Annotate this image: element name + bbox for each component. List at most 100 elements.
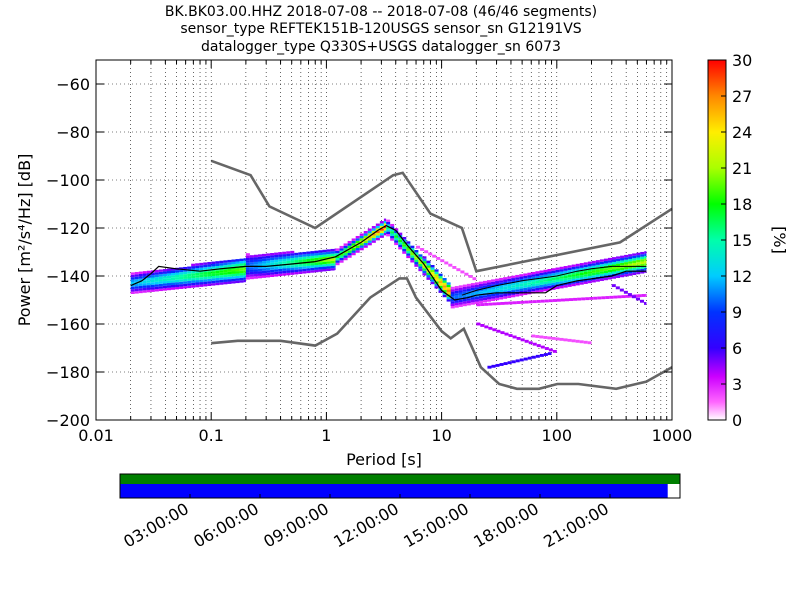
density-cell	[499, 297, 504, 300]
density-cell	[146, 277, 151, 281]
density-cell	[567, 272, 572, 275]
density-cell	[306, 263, 311, 266]
density-cell	[286, 256, 291, 259]
density-cell	[207, 278, 212, 282]
density-cell	[599, 264, 604, 267]
density-cell	[495, 278, 500, 282]
density-cell	[322, 256, 327, 260]
density-cell	[266, 275, 271, 278]
density-cell	[528, 341, 533, 345]
density-cell	[383, 218, 387, 221]
density-cell	[195, 268, 200, 271]
density-cell	[166, 287, 171, 291]
density-cell	[571, 271, 576, 275]
density-cell	[583, 281, 588, 284]
density-cell	[573, 297, 578, 301]
density-cell	[458, 290, 463, 293]
density-cell	[138, 273, 143, 277]
density-cell	[571, 276, 576, 279]
density-cell	[398, 239, 403, 243]
density-cell	[294, 255, 299, 258]
density-cell	[207, 283, 212, 287]
density-cell	[623, 290, 628, 294]
density-cell	[290, 258, 295, 261]
density-cell	[390, 235, 395, 239]
density-cell	[371, 238, 376, 241]
density-cell	[628, 266, 633, 269]
colorbar-tick-label: 18	[732, 195, 752, 214]
density-cell	[446, 291, 451, 295]
density-cell	[535, 290, 540, 293]
density-cell	[495, 363, 500, 367]
density-cell	[482, 297, 488, 301]
density-cell	[227, 274, 232, 277]
density-cell	[438, 276, 443, 279]
density-cell	[571, 283, 576, 287]
density-cell	[519, 358, 524, 362]
density-cell	[243, 258, 246, 261]
density-cell	[253, 273, 258, 277]
density-cell	[175, 279, 180, 283]
y-tick-label: −180	[46, 363, 90, 382]
density-cell	[363, 243, 368, 246]
y-axis-label: Power [m²/s⁴/Hz] [dB]	[15, 154, 34, 327]
density-cell	[587, 268, 592, 272]
density-cell	[175, 274, 180, 278]
density-cell	[162, 281, 167, 284]
density-cell	[595, 272, 600, 275]
density-cell	[314, 257, 319, 261]
density-cell	[612, 269, 617, 272]
density-cell	[492, 328, 497, 332]
density-cell	[624, 254, 629, 258]
density-cell	[162, 283, 167, 286]
density-cell	[499, 287, 504, 290]
density-cell	[231, 269, 236, 272]
density-cell	[551, 280, 556, 283]
density-cell	[474, 284, 479, 288]
density-cell	[491, 286, 496, 289]
colorbar-tick-label: 24	[732, 123, 752, 142]
density-cell	[371, 240, 376, 243]
density-cell	[563, 285, 568, 288]
title-line-3: datalogger_type Q330S+USGS datalogger_sn…	[201, 39, 561, 55]
density-cell	[278, 259, 283, 262]
density-cell	[474, 287, 479, 290]
density-cell	[487, 287, 492, 290]
density-cell	[339, 250, 344, 254]
density-cell	[375, 230, 380, 234]
density-cell	[547, 281, 552, 284]
density-cell	[191, 273, 196, 276]
density-cell	[466, 288, 471, 292]
y-tick-label: −200	[46, 411, 90, 430]
density-cell	[286, 270, 291, 273]
density-cell	[620, 270, 625, 273]
density-cell	[446, 296, 451, 300]
density-cell	[474, 299, 479, 302]
density-cell	[253, 254, 258, 258]
density-cell	[239, 275, 244, 278]
density-cell	[575, 339, 580, 343]
density-cell	[379, 221, 384, 224]
density-cell	[191, 275, 196, 279]
density-cell	[245, 270, 250, 273]
density-cell	[183, 281, 188, 284]
density-cell	[559, 276, 564, 279]
density-cell	[302, 259, 307, 262]
density-cell	[339, 260, 344, 263]
density-cell	[150, 279, 155, 283]
density-cell	[318, 252, 323, 256]
density-cell	[274, 252, 279, 255]
density-cell	[571, 266, 576, 270]
density-cell	[422, 268, 427, 271]
density-cell	[262, 253, 267, 257]
density-cell	[170, 275, 176, 278]
density-cell	[314, 267, 319, 270]
density-cell	[612, 259, 617, 262]
density-cell	[531, 279, 536, 282]
density-cell	[495, 285, 500, 289]
density-cell	[591, 270, 596, 273]
density-cell	[571, 281, 576, 284]
density-cell	[347, 245, 352, 249]
density-cell	[175, 282, 180, 285]
density-cell	[631, 295, 636, 299]
